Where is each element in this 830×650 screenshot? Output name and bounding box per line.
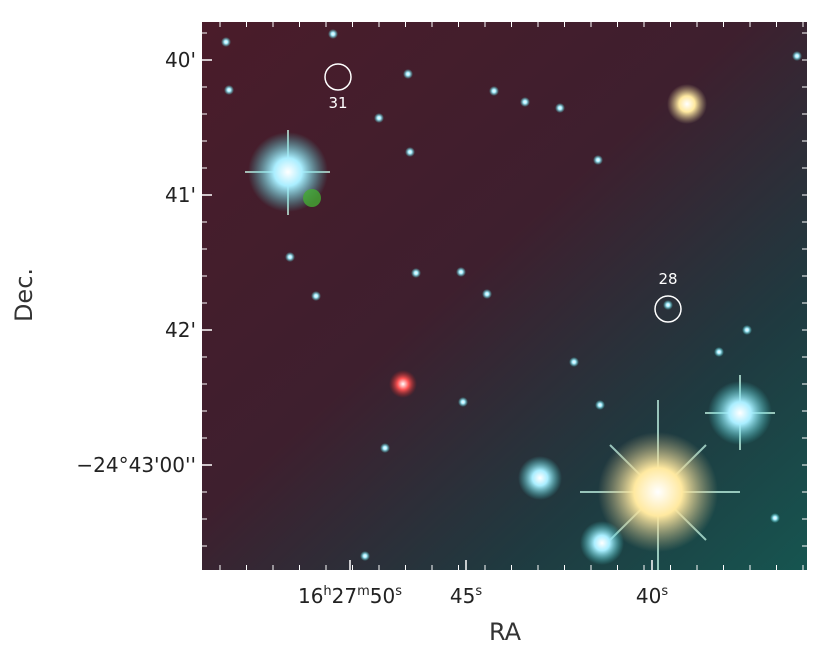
star: [389, 370, 417, 398]
star: [598, 432, 718, 552]
stars: [221, 29, 802, 570]
x-tick-label: 45s: [450, 584, 482, 608]
tick-part: s: [475, 584, 482, 599]
star: [742, 325, 752, 335]
star: [360, 551, 370, 561]
tick-part: s: [661, 584, 668, 599]
star: [714, 347, 724, 357]
star: [595, 400, 605, 410]
star: [708, 381, 772, 445]
source-label: 31: [328, 94, 347, 112]
star: [411, 268, 421, 278]
star: [221, 37, 231, 47]
tick-part: s: [395, 584, 402, 599]
star: [520, 97, 530, 107]
star: [285, 252, 295, 262]
frame: [202, 22, 807, 570]
x-tick-label: 40s: [636, 584, 668, 608]
y-tick-label: 42': [165, 318, 196, 342]
y-tick-label: −24°43'00'': [76, 453, 196, 477]
star: [569, 357, 579, 367]
tick-part: 50: [370, 584, 395, 608]
star: [667, 84, 707, 124]
x-tick-label: 16h27m50s: [298, 584, 402, 608]
star: [593, 155, 603, 165]
x-axis-label: RA: [489, 618, 522, 646]
star: [458, 397, 468, 407]
star: [518, 456, 562, 500]
star: [792, 51, 802, 61]
y-axis-label: Dec.: [10, 268, 38, 322]
star: [482, 289, 492, 299]
star: [580, 521, 624, 565]
tick-part: 40: [636, 584, 661, 608]
source-marker: [324, 63, 352, 91]
star: [224, 85, 234, 95]
tick-part: 45: [450, 584, 475, 608]
star: [405, 147, 415, 157]
tick-part: m: [357, 584, 370, 599]
star: [770, 513, 780, 523]
star: [555, 103, 565, 113]
tick-part: h: [323, 584, 331, 599]
star: [456, 267, 466, 277]
star: [403, 69, 413, 79]
tick-part: 16: [298, 584, 323, 608]
star: [489, 86, 499, 96]
source-marker: [654, 295, 682, 323]
star: [380, 443, 390, 453]
star: [303, 189, 321, 207]
source-label: 28: [658, 270, 677, 288]
tick-part: 27: [332, 584, 357, 608]
star: [311, 291, 321, 301]
y-tick-label: 40': [165, 48, 196, 72]
star: [663, 300, 673, 310]
star: [328, 29, 338, 39]
star: [374, 113, 384, 123]
y-tick-label: 41': [165, 183, 196, 207]
